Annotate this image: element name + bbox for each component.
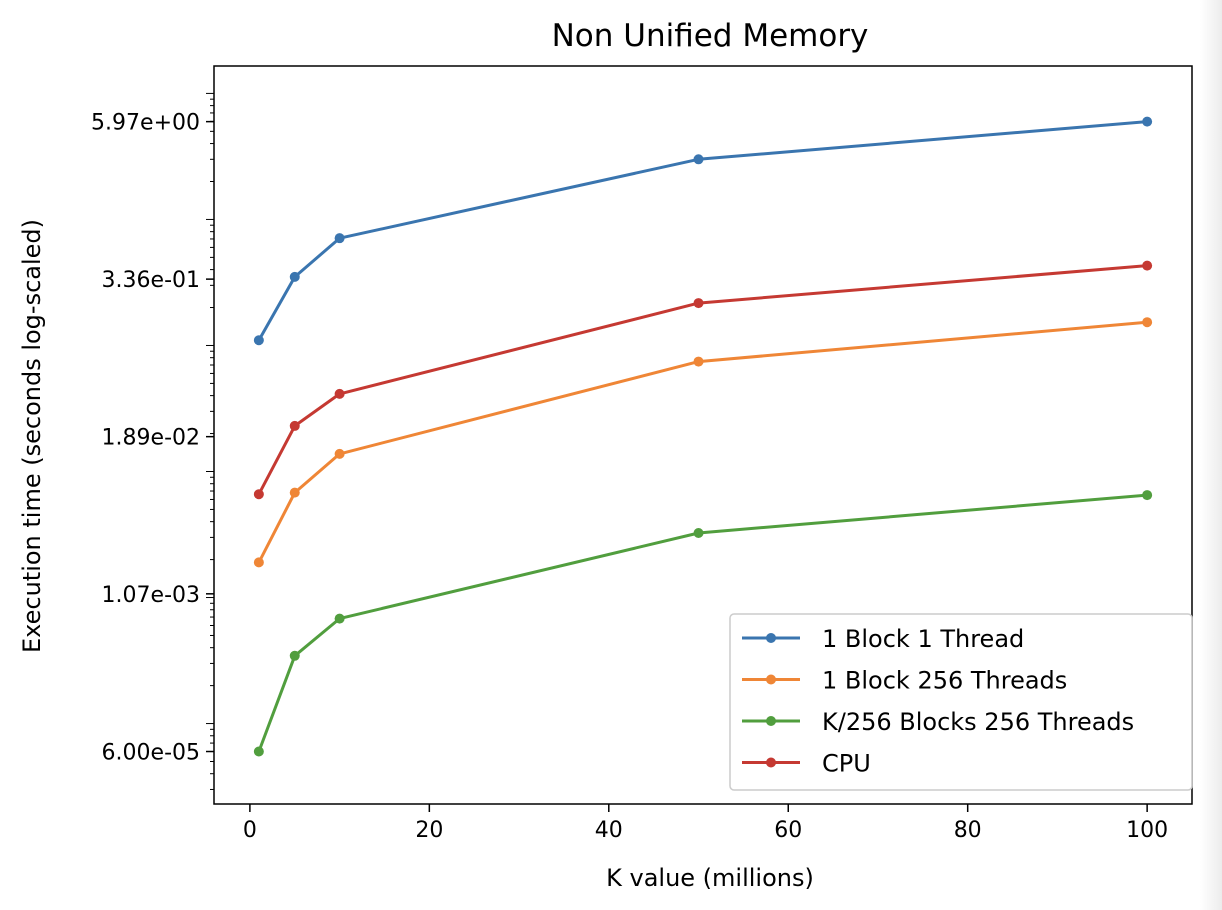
data-point — [289, 271, 300, 282]
y-tick-label: 1.07e-03 — [102, 583, 200, 608]
data-point — [253, 746, 264, 757]
legend-entry-label: CPU — [822, 750, 871, 778]
data-point — [693, 154, 704, 165]
series-group — [253, 116, 1153, 757]
y-tick-label: 6.00e-05 — [102, 741, 200, 766]
y-axis-ticks: 6.00e-05 1.07e-03 1.89e-02 3.36e-01 5.97e+00 — [91, 111, 214, 766]
legend-entry-label: 1 Block 256 Threads — [822, 667, 1067, 695]
series-line-2 — [257, 320, 1148, 564]
x-tick-label: 80 — [954, 818, 982, 843]
data-point — [1142, 260, 1153, 271]
data-point — [253, 489, 264, 500]
data-point — [334, 233, 345, 244]
series-line-4 — [257, 264, 1148, 495]
legend-entry-label: 1 Block 1 Thread — [822, 625, 1024, 653]
chart-title: Non Unified Memory — [552, 18, 869, 54]
legend-swatch-marker — [766, 674, 776, 685]
data-point — [1142, 490, 1153, 501]
x-axis-label: K value (millions) — [606, 864, 814, 892]
legend-entry-label: K/256 Blocks 256 Threads — [822, 708, 1134, 736]
data-point — [693, 356, 704, 367]
legend-box — [729, 613, 1193, 791]
plot-area — [213, 65, 1193, 805]
data-point — [1142, 116, 1153, 127]
data-point — [253, 335, 264, 346]
y-axis-minor-ticks — [206, 92, 214, 790]
x-tick-label: 20 — [415, 818, 443, 843]
data-point — [253, 557, 264, 568]
data-point — [693, 298, 704, 309]
data-point — [334, 448, 345, 459]
window-edge-shadow — [1200, 0, 1222, 910]
data-point — [289, 487, 300, 498]
data-point — [289, 650, 300, 661]
x-tick-label: 0 — [243, 818, 257, 843]
x-axis-ticks: 0 20 40 60 80 100 — [243, 804, 1168, 843]
x-tick-label: 100 — [1126, 818, 1168, 843]
x-tick-label: 40 — [595, 818, 623, 843]
y-axis-label: Execution time (seconds log-scaled) — [18, 219, 46, 653]
data-point — [289, 420, 300, 431]
legend-swatch-marker — [766, 757, 776, 768]
data-point — [334, 613, 345, 624]
legend-swatch-marker — [766, 716, 776, 726]
y-tick-label: 3.36e-01 — [102, 268, 200, 293]
series-line-1 — [257, 120, 1148, 342]
legend: 1 Block 1 Thread 1 Block 256 Threads K/256… — [729, 613, 1193, 791]
legend-swatch-marker — [766, 633, 776, 643]
y-tick-label: 5.97e+00 — [91, 111, 200, 136]
data-point — [693, 528, 704, 539]
x-tick-label: 60 — [774, 818, 802, 843]
data-point — [334, 388, 345, 399]
data-point — [1142, 317, 1153, 328]
y-tick-label: 1.89e-02 — [102, 426, 200, 451]
